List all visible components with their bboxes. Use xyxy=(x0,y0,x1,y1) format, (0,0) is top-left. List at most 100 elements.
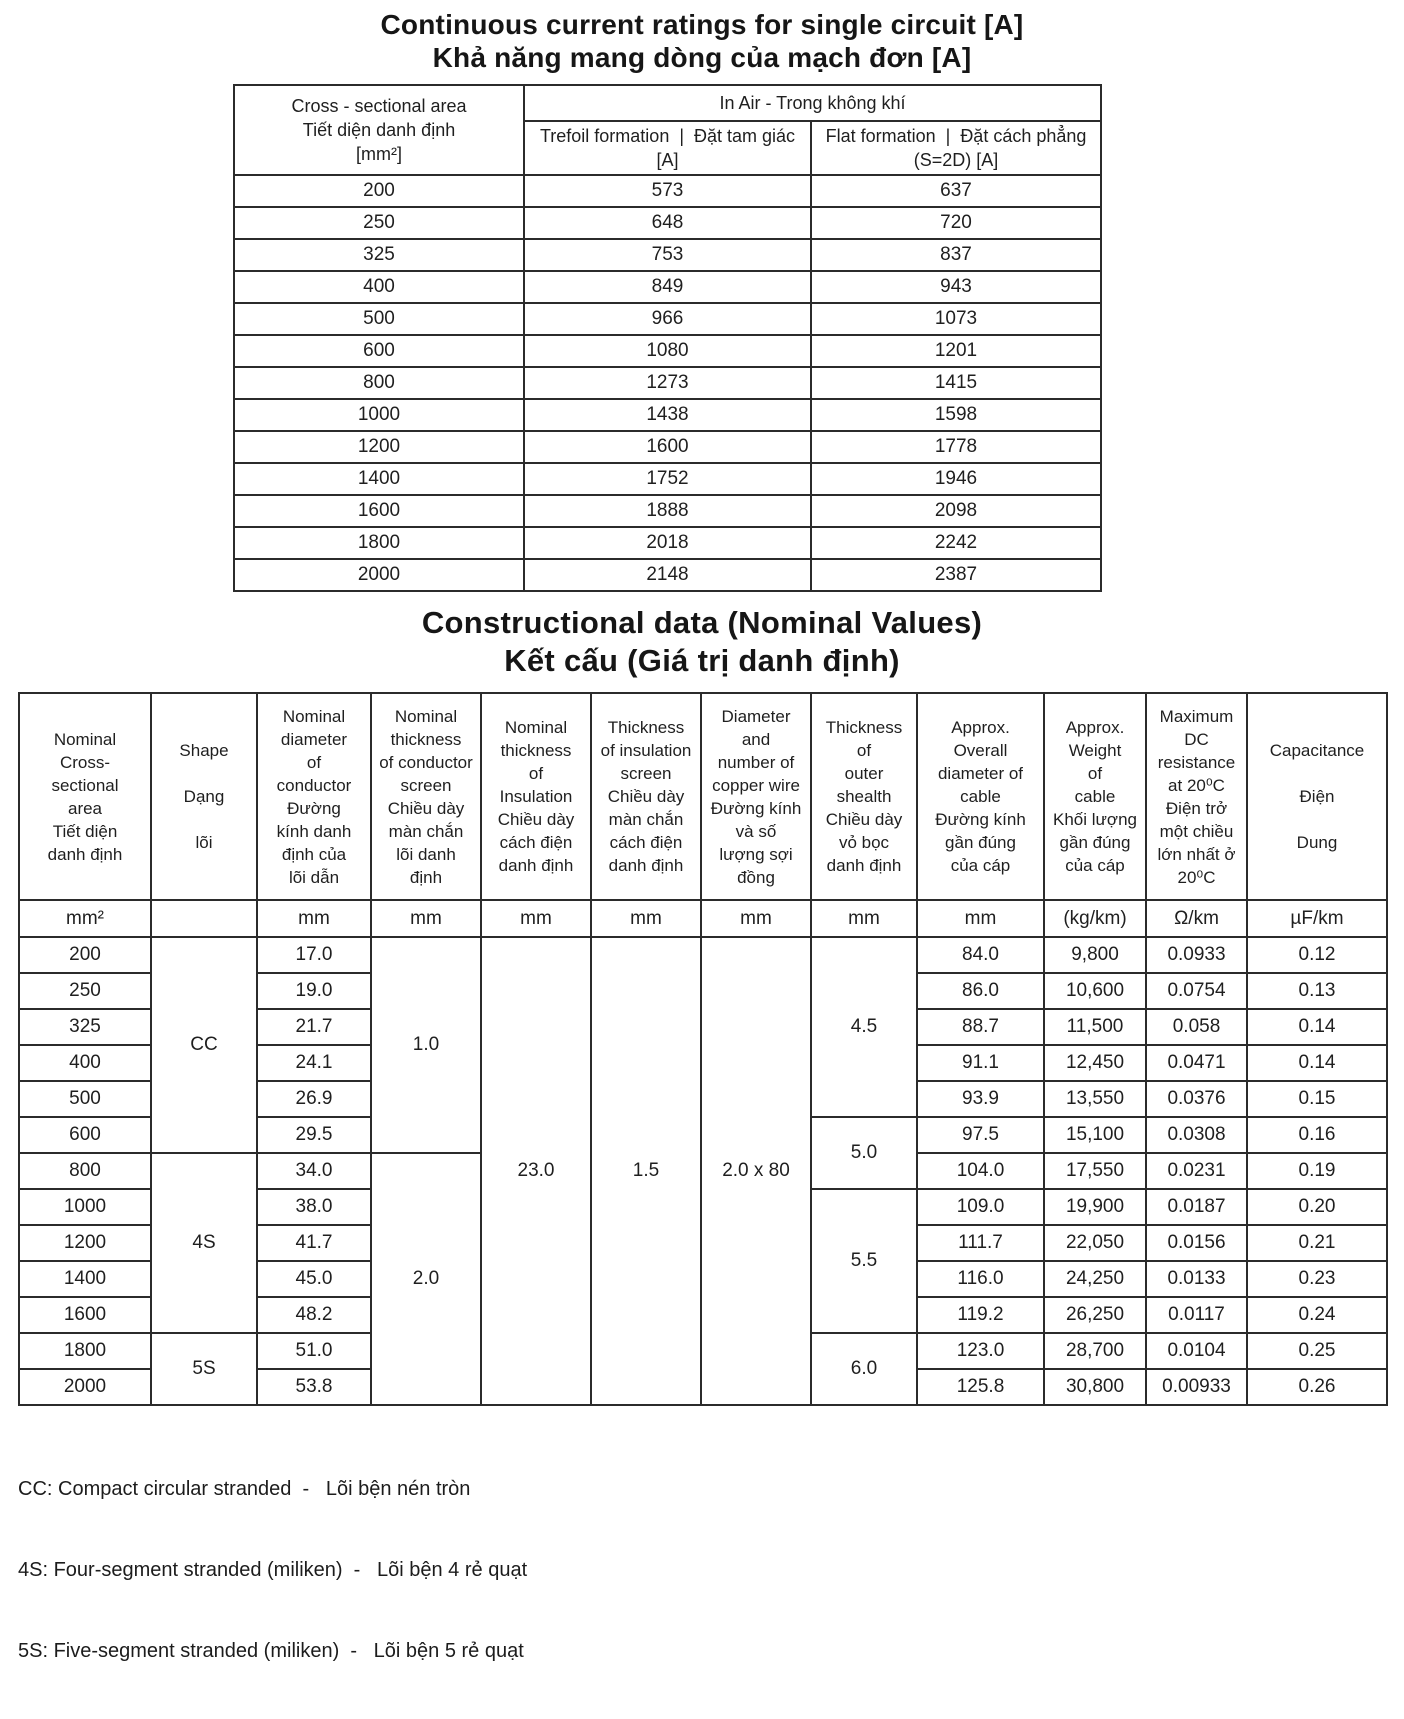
unit-cell: µF/km xyxy=(1246,899,1388,938)
table-cell: 24.1 xyxy=(256,1044,372,1082)
table-cell: 400 xyxy=(18,1044,152,1082)
col-header-trefoil-formation: Trefoil formation | Đặt tam giác [A] xyxy=(523,120,812,176)
unit-cell: mm xyxy=(590,899,702,938)
table-row: 600 1080 1201 xyxy=(233,334,1103,368)
table-cell: 109.0 xyxy=(916,1188,1045,1226)
table-cell: 0.24 xyxy=(1246,1296,1388,1334)
table-cell: 86.0 xyxy=(916,972,1045,1010)
table-row: 250 19.0 86.0 10,600 0.0754 0.13 xyxy=(18,972,1388,1010)
table-row: 1000 1438 1598 xyxy=(233,398,1103,432)
table-cell: 53.8 xyxy=(256,1368,372,1406)
table-cell: 4S xyxy=(150,1152,258,1334)
table-cell: 2000 xyxy=(233,558,525,592)
table-cell: 1888 xyxy=(523,494,812,528)
table-cell: 10,600 xyxy=(1043,972,1147,1010)
table-cell: 0.00933 xyxy=(1145,1368,1248,1406)
col-header-insulation-screen-thickness: Thickness of insulation screen Chiều dày… xyxy=(590,692,702,901)
table-row: 2000 53.8 125.8 30,800 0.00933 0.26 xyxy=(18,1368,1388,1406)
table-cell: 1.0 xyxy=(370,936,482,1154)
table-cell: 97.5 xyxy=(916,1116,1045,1154)
table-row: 1200 41.7 111.7 22,050 0.0156 0.21 xyxy=(18,1224,1388,1262)
table-cell: 0.0133 xyxy=(1145,1260,1248,1298)
table-header-row: Trefoil formation | Đặt tam giác [A] Fla… xyxy=(234,120,1103,176)
col-header-dc-resistance: Maximum DC resistance at 20⁰C Điện trở m… xyxy=(1145,692,1248,901)
col-header-shape: Shape Dạng lõi xyxy=(150,692,258,901)
table-cell: CC xyxy=(150,936,258,1154)
table-row: 200 573 637 xyxy=(233,174,1103,208)
table-cell: 19.0 xyxy=(256,972,372,1010)
table-cell: 849 xyxy=(523,270,812,304)
table-cell: 720 xyxy=(809,206,1103,240)
table-cell: 116.0 xyxy=(916,1260,1045,1298)
table-cell: 5.5 xyxy=(810,1188,918,1334)
table-cell: 400 xyxy=(233,270,525,304)
table-cell: 325 xyxy=(233,238,525,272)
table-cell: 2018 xyxy=(523,526,812,560)
current-ratings-title-en: Continuous current ratings for single ci… xyxy=(380,9,1024,40)
col-header-outer-sheath-thickness: Thickness of outer shealth Chiều dày vỏ … xyxy=(810,692,918,901)
table-cell: 12,450 xyxy=(1043,1044,1147,1082)
unit-cell: mm xyxy=(370,899,482,938)
table-cell: 38.0 xyxy=(256,1188,372,1226)
current-ratings-table-head: Cross - sectional area Tiết diện danh đị… xyxy=(233,84,1103,176)
table-cell: 0.0376 xyxy=(1145,1080,1248,1118)
table-cell: 1600 xyxy=(18,1296,152,1334)
table-cell: 0.23 xyxy=(1246,1260,1388,1298)
current-ratings-table: Cross - sectional area Tiết diện danh đị… xyxy=(233,84,1103,592)
table-cell: 500 xyxy=(233,302,525,336)
table-row: 1600 1888 2098 xyxy=(233,494,1103,528)
construction-title-vi: Kết cấu (Giá trị danh định) xyxy=(504,643,900,678)
table-cell: 1200 xyxy=(18,1224,152,1262)
table-cell: 23.0 xyxy=(480,936,592,1406)
table-cell: 943 xyxy=(809,270,1103,304)
table-cell: 91.1 xyxy=(916,1044,1045,1082)
table-cell: 84.0 xyxy=(916,936,1045,974)
table-header-row: Nominal Cross- sectional area Tiết diện … xyxy=(18,692,1388,901)
table-cell: 250 xyxy=(18,972,152,1010)
table-row: 800 1273 1415 xyxy=(233,366,1103,400)
construction-table: Nominal Cross- sectional area Tiết diện … xyxy=(18,692,1388,1406)
table-cell: 500 xyxy=(18,1080,152,1118)
table-cell: 1273 xyxy=(523,366,812,400)
unit-cell: mm² xyxy=(18,899,152,938)
units-row: mm² mm mm mm mm mm mm mm (kg/km) Ω/km µF… xyxy=(18,899,1388,938)
unit-cell: mm xyxy=(480,899,592,938)
table-row: 250 648 720 xyxy=(233,206,1103,240)
table-cell: 48.2 xyxy=(256,1296,372,1334)
note-5s: 5S: Five-segment stranded (miliken) - Lõ… xyxy=(18,1640,524,1662)
table-cell: 837 xyxy=(809,238,1103,272)
table-cell: 1600 xyxy=(233,494,525,528)
current-ratings-table-body: 200 573 637 250 648 720 325 753 837 400 849 943 500 9… xyxy=(233,174,1103,592)
table-cell: 2242 xyxy=(809,526,1103,560)
unit-cell: mm xyxy=(810,899,918,938)
table-cell: 0.0117 xyxy=(1145,1296,1248,1334)
col-header-conductor-diameter: Nominal diameter of conductor Đường kính… xyxy=(256,692,372,901)
table-cell: 1438 xyxy=(523,398,812,432)
table-cell: 1752 xyxy=(523,462,812,496)
table-cell: 2000 xyxy=(18,1368,152,1406)
table-cell: 1800 xyxy=(18,1332,152,1370)
table-cell: 13,550 xyxy=(1043,1080,1147,1118)
legend-notes: CC: Compact circular stranded - Lõi bện … xyxy=(18,1422,1404,1719)
table-cell: 2387 xyxy=(809,558,1103,592)
table-cell: 2148 xyxy=(523,558,812,592)
datasheet-page: Continuous current ratings for single ci… xyxy=(18,9,1388,1662)
table-cell: 9,800 xyxy=(1043,936,1147,974)
table-cell: 17.0 xyxy=(256,936,372,974)
table-cell: 0.14 xyxy=(1246,1044,1388,1082)
table-cell: 1000 xyxy=(233,398,525,432)
table-cell: 0.0156 xyxy=(1145,1224,1248,1262)
table-cell: 0.12 xyxy=(1246,936,1388,974)
table-cell: 26.9 xyxy=(256,1080,372,1118)
table-cell: 34.0 xyxy=(256,1152,372,1190)
unit-cell xyxy=(150,899,258,938)
table-cell: 19,900 xyxy=(1043,1188,1147,1226)
table-cell: 1946 xyxy=(809,462,1103,496)
table-cell: 0.21 xyxy=(1246,1224,1388,1262)
table-row: 500 966 1073 xyxy=(233,302,1103,336)
table-row: 1800 2018 2242 xyxy=(233,526,1103,560)
table-cell: 1598 xyxy=(809,398,1103,432)
table-cell: 2.0 xyxy=(370,1152,482,1406)
table-cell: 15,100 xyxy=(1043,1116,1147,1154)
table-cell: 0.19 xyxy=(1246,1152,1388,1190)
